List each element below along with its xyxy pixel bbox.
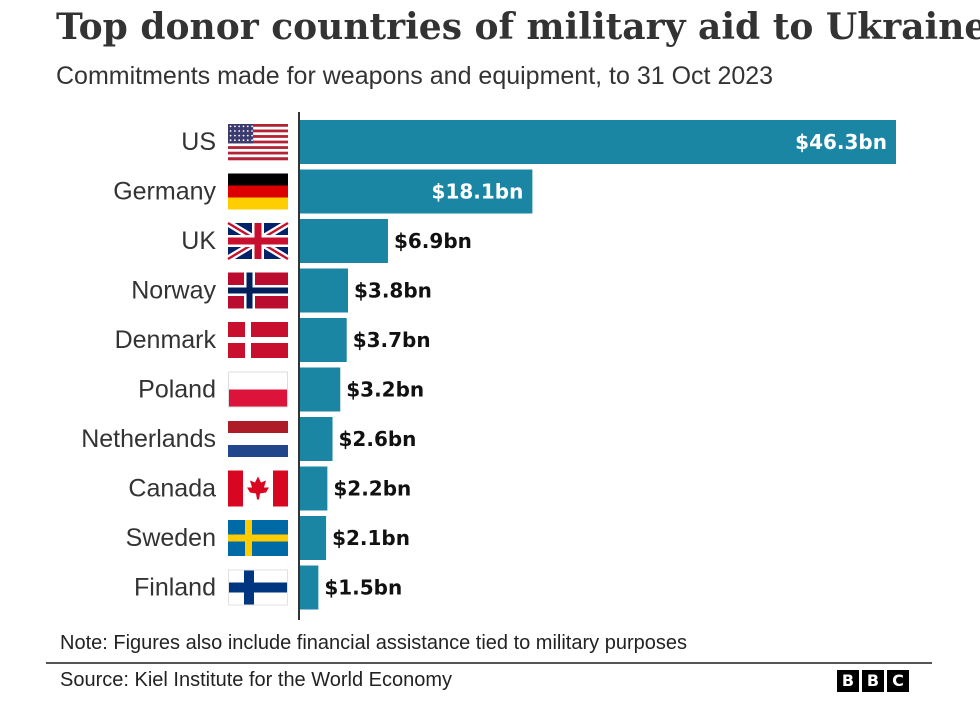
category-label: Finland <box>134 574 216 602</box>
bar <box>299 367 341 412</box>
bbc-logo-letter: B <box>862 670 884 692</box>
bar <box>299 268 348 313</box>
chart-title: Top donor countries of military aid to U… <box>56 6 980 48</box>
value-label: $1.5bn <box>324 576 402 600</box>
bar <box>299 169 533 214</box>
bbc-logo-letter: C <box>887 670 909 692</box>
value-label: $2.6bn <box>339 427 417 451</box>
norway-flag-icon <box>228 272 288 309</box>
bbc-logo-letter: B <box>837 670 859 692</box>
source-text: Source: Kiel Institute for the World Eco… <box>60 669 453 691</box>
category-label: US <box>181 128 216 156</box>
netherlands-flag-icon <box>228 421 288 457</box>
denmark-flag-icon <box>228 322 288 358</box>
bar <box>299 516 327 560</box>
bar <box>299 318 347 362</box>
bar-chart: US $46.3bn Germany $18.1bn UK $6.9bn Norway $3.… <box>81 112 896 620</box>
chart-note: Note: Figures also include financial ass… <box>60 632 687 654</box>
bar <box>299 219 388 263</box>
germany-flag-icon <box>228 173 288 210</box>
sweden-flag-icon <box>228 520 288 556</box>
category-label: Poland <box>138 376 216 404</box>
poland-flag-icon <box>228 371 288 408</box>
footer-divider <box>46 662 932 664</box>
us-flag-icon <box>228 124 288 161</box>
category-label: Canada <box>128 475 216 503</box>
chart-subtitle: Commitments made for weapons and equipme… <box>56 62 774 90</box>
uk-flag-icon <box>226 219 290 263</box>
bar <box>299 417 333 461</box>
bar <box>299 565 319 610</box>
bbc-logo: B B C <box>837 670 909 692</box>
category-label: Germany <box>113 178 216 206</box>
bar <box>299 120 896 164</box>
bar <box>299 466 328 511</box>
category-label: UK <box>181 227 216 255</box>
value-label: $3.8bn <box>354 279 432 303</box>
finland-flag-icon <box>228 569 288 606</box>
value-label: $46.3bn <box>795 130 887 154</box>
category-label: Sweden <box>126 524 216 552</box>
value-label: $3.7bn <box>353 328 431 352</box>
value-label: $6.9bn <box>394 229 472 253</box>
category-label: Denmark <box>115 326 217 354</box>
value-label: $3.2bn <box>346 378 424 402</box>
category-label: Netherlands <box>81 425 216 453</box>
category-label: Norway <box>131 277 216 305</box>
value-label: $18.1bn <box>432 180 524 204</box>
canada-flag-icon <box>228 470 288 507</box>
value-label: $2.2bn <box>333 477 411 501</box>
value-label: $2.1bn <box>332 526 410 550</box>
